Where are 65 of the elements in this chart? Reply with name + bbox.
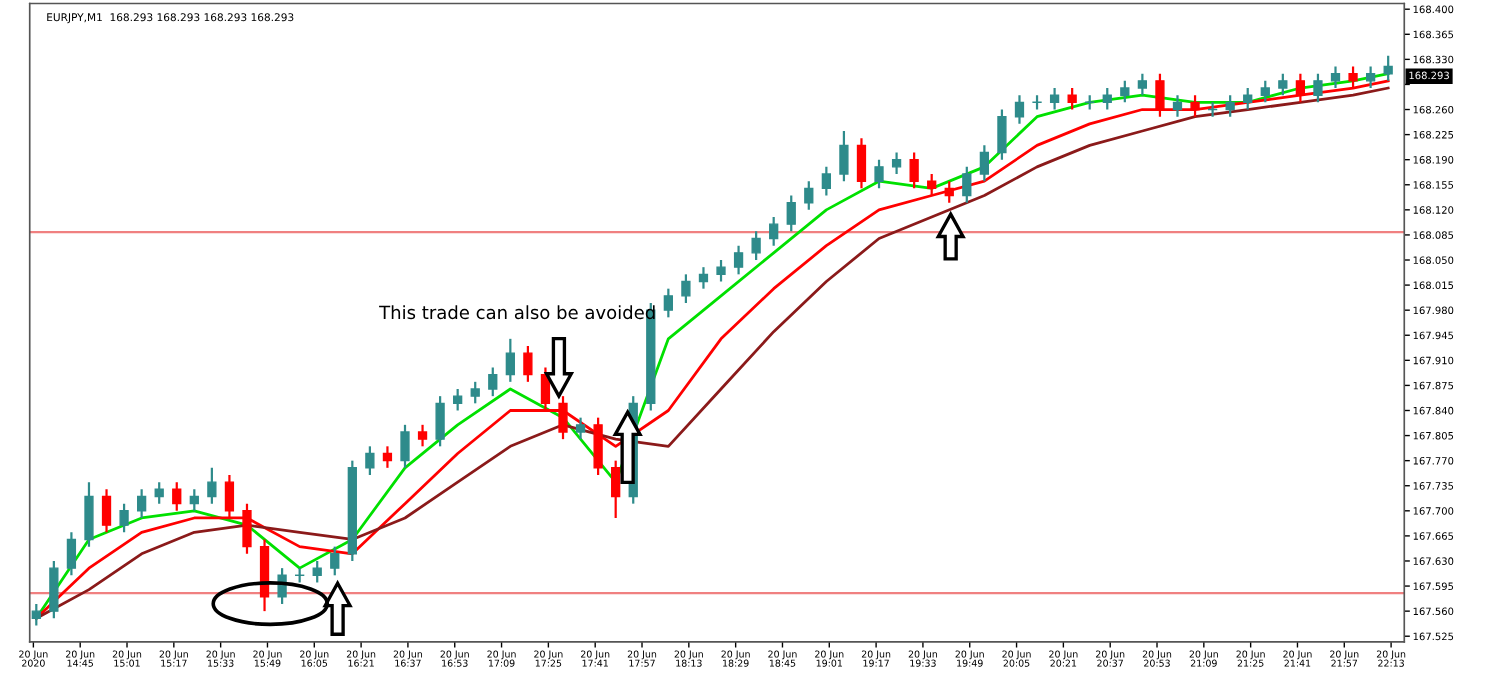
- candlestick: [1102, 86, 1112, 111]
- candlestick: [874, 158, 884, 190]
- candlestick: [312, 559, 322, 584]
- candlestick: [716, 258, 726, 283]
- candlestick: [611, 459, 621, 520]
- candlestick: [189, 488, 199, 512]
- candlestick: [839, 129, 849, 183]
- candlestick: [154, 481, 164, 505]
- candlestick: [470, 380, 480, 405]
- candlestick: [1330, 65, 1341, 90]
- candlestick: [453, 387, 463, 412]
- candlestick: [663, 287, 673, 319]
- candlestick: [698, 266, 709, 290]
- candlestick: [944, 180, 954, 204]
- candlestick: [979, 144, 990, 183]
- candlestick: [1383, 54, 1393, 82]
- candlestick: [119, 502, 129, 534]
- candlestick: [1225, 94, 1235, 118]
- candlestick: [804, 180, 814, 211]
- candlestick: [242, 502, 252, 555]
- candlestick: [769, 215, 779, 247]
- candlestick: [821, 165, 832, 197]
- candlestick: [330, 545, 340, 577]
- candlestick: [927, 172, 937, 197]
- candlestick: [1190, 94, 1200, 118]
- candlestick: [382, 445, 393, 469]
- candlestick: [1365, 65, 1376, 90]
- candlestick: [786, 194, 796, 233]
- candlestick: [558, 395, 568, 441]
- candlestick: [136, 488, 147, 520]
- candlestick: [1260, 79, 1270, 104]
- candlestick: [224, 473, 235, 520]
- candlestick: [1172, 94, 1183, 118]
- candlestick: [400, 423, 410, 469]
- candlestick: [1120, 79, 1130, 104]
- candlestick: [575, 416, 586, 441]
- candlestick: [733, 244, 744, 276]
- candlestick: [1243, 86, 1253, 111]
- candlestick: [84, 481, 94, 548]
- candlestick: [856, 137, 867, 190]
- candlestick: [1137, 72, 1148, 97]
- candlestick: [1313, 72, 1323, 104]
- candlestick: [1278, 72, 1288, 97]
- candlestick: [593, 416, 603, 477]
- candlestick: [66, 531, 77, 577]
- candlestick: [962, 165, 972, 204]
- candlestick: [207, 466, 217, 505]
- candlestick: [1067, 86, 1077, 111]
- candlestick: [891, 151, 902, 176]
- candlestick: [488, 366, 498, 398]
- candlestick: [435, 395, 445, 448]
- candlestick: [365, 445, 375, 477]
- candlestick: [31, 602, 41, 627]
- candlestick: [909, 151, 919, 190]
- candlestick: [505, 337, 515, 383]
- candlestick: [417, 423, 428, 448]
- candlestick: [49, 559, 59, 620]
- candlestick: [751, 230, 761, 262]
- candlestick: [1014, 94, 1025, 125]
- candlestick: [681, 273, 691, 305]
- candlestick: [997, 108, 1007, 161]
- candlestick: [101, 488, 112, 534]
- candlestick: [172, 481, 182, 512]
- candlestick: [1049, 86, 1060, 111]
- candlestick: [523, 344, 533, 383]
